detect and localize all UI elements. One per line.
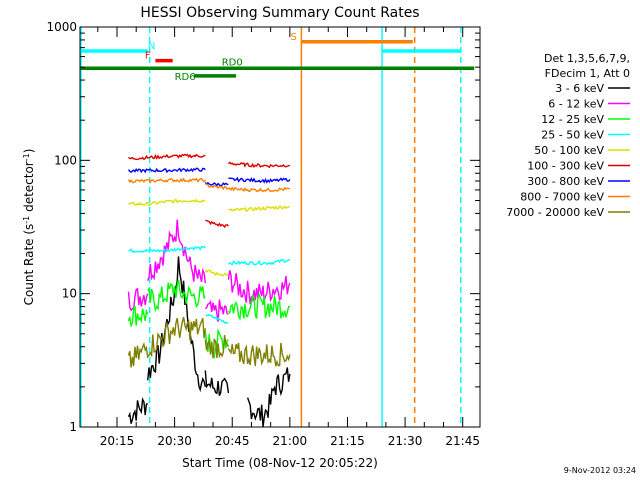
series-trace-5-seg-0: [128, 153, 206, 161]
legend: Det 1,3,5,6,7,9, FDecim 1, Att 0 3 - 6 k…: [506, 52, 630, 219]
series-trace-6-seg-1: [204, 181, 229, 187]
series-trace-2-seg-0: [127, 305, 149, 328]
y-tick-label-3: 1000: [46, 20, 77, 34]
x-tick-label-0: 20:15: [100, 434, 135, 448]
chart-title: HESSI Observing Summary Count Rates: [140, 5, 419, 21]
series-trace-5-seg-1: [205, 219, 229, 229]
series-trace-5-seg-2: [227, 161, 291, 169]
footer-timestamp: 9-Nov-2012 03:24: [564, 466, 636, 475]
x-tick-label-5: 21:30: [388, 434, 423, 448]
y-tick-label-0: 1: [69, 420, 77, 434]
x-tick-label-1: 20:30: [157, 434, 192, 448]
y-axis-label-mid: detector: [22, 161, 36, 216]
series-trace-7-seg-0: [127, 177, 206, 184]
flag-label-f: F: [145, 51, 151, 62]
plot-frame: [79, 26, 481, 428]
series-trace-2-seg-3: [227, 292, 290, 321]
legend-header-1: Det 1,3,5,6,7,9,: [544, 52, 630, 65]
series-trace-8-seg-1: [204, 334, 230, 359]
y-tick-label-1: 10: [62, 287, 77, 301]
legend-label-3: 25 - 50 keV: [541, 129, 604, 142]
series-trace-7-seg-2: [227, 186, 291, 193]
legend-label-1: 6 - 12 keV: [548, 98, 604, 111]
series-trace-4-seg-2: [228, 205, 291, 212]
y-axis-label-sup2: -1: [22, 153, 31, 161]
series-trace-1-seg-3: [227, 270, 291, 305]
series-trace-7-seg-1: [205, 183, 229, 191]
x-tick-label-3: 21:00: [273, 434, 308, 448]
legend-label-5: 100 - 300 keV: [527, 160, 604, 173]
series-trace-8-seg-0: [127, 316, 206, 368]
y-axis-label: Count Rate (s-1 detector-1): [22, 149, 37, 306]
x-tick-label-2: 20:45: [215, 434, 250, 448]
legend-label-0: 3 - 6 keV: [555, 82, 604, 95]
series-trace-1-seg-2: [204, 299, 229, 322]
legend-label-8: 7000 - 20000 keV: [506, 206, 604, 219]
series-trace-1-seg-1: [147, 219, 206, 284]
series-trace-2-seg-1: [147, 279, 206, 313]
legend-label-6: 300 - 800 keV: [527, 175, 604, 188]
flag-label-rd0: RD0: [222, 57, 243, 68]
x-tick-label-4: 21:15: [330, 434, 365, 448]
flag-label-s: S: [291, 32, 297, 43]
flag-label-rd6: RD6: [175, 72, 196, 83]
legend-label-7: 800 - 7000 keV: [520, 191, 604, 204]
y-axis-label-end: ): [22, 149, 36, 154]
y-tick-label-2: 100: [54, 153, 77, 167]
x-axis-label: Start Time (08-Nov-12 20:05:22): [182, 456, 378, 470]
series-trace-3-seg-1: [205, 313, 229, 324]
series-trace-6-seg-2: [228, 176, 291, 184]
flag-label-n: N: [148, 41, 155, 52]
series-trace-0-seg-2: [204, 370, 230, 396]
legend-header-2: FDecim 1, Att 0: [545, 67, 630, 80]
x-tick-label-6: 21:45: [445, 434, 480, 448]
y-axis-label-main: Count Rate (s: [22, 224, 36, 306]
series-trace-4-seg-1: [204, 269, 229, 277]
axis-ticks: 1 10 100 1000 20:15 20:30 20:45 21:00 21:15 21:30…: [46, 20, 480, 448]
series-trace-0-seg-0: [127, 397, 149, 424]
plot-content: NF S RD6 RD0: [80, 27, 475, 428]
series-trace-1-seg-0: [127, 287, 149, 312]
series-trace-4-seg-0: [128, 198, 206, 207]
legend-label-4: 50 - 100 keV: [534, 144, 604, 157]
series-trace-6-seg-0: [127, 167, 206, 174]
series-trace-3-seg-0: [128, 245, 206, 254]
series-trace-0-seg-3: [246, 367, 291, 428]
legend-label-2: 12 - 25 keV: [541, 113, 604, 126]
y-axis-label-sup1: -1: [22, 216, 31, 224]
series-trace-8-seg-2: [227, 342, 291, 367]
series-trace-3-seg-2: [227, 258, 291, 266]
